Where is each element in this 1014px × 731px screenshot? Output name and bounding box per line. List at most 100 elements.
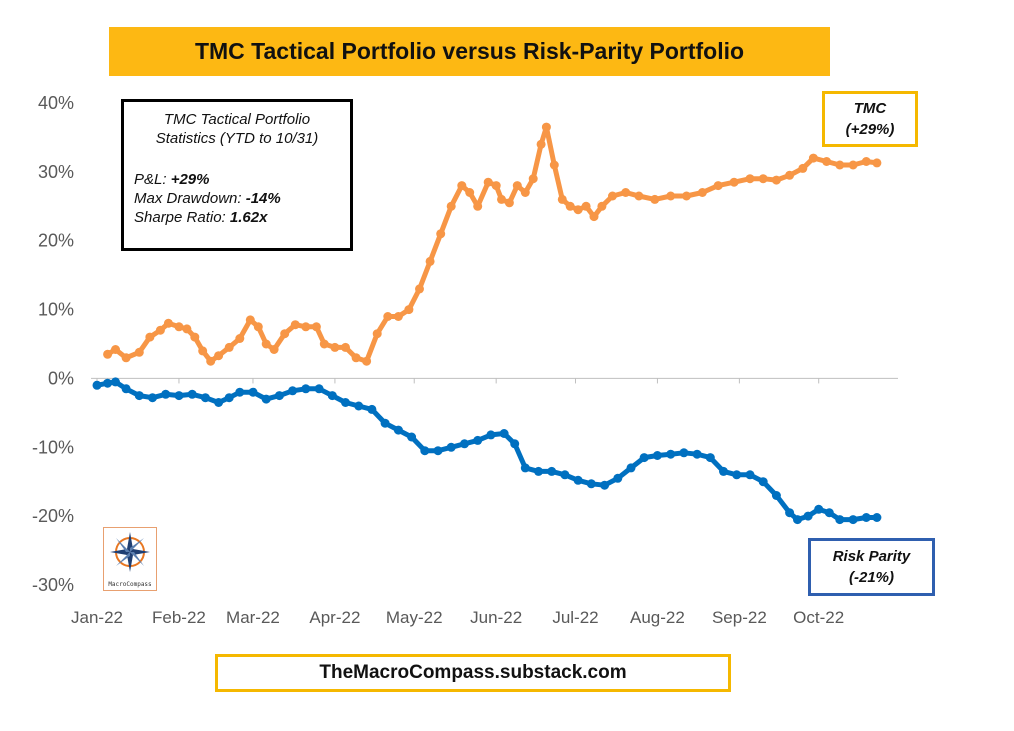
compass-logo-icon <box>110 532 150 572</box>
series-point-risk-parity <box>600 480 610 490</box>
series-point-tmc <box>597 201 607 211</box>
series-point-tmc <box>311 322 321 332</box>
series-point-tmc <box>861 157 871 166</box>
series-point-tmc <box>608 191 617 201</box>
series-point-risk-parity <box>679 448 689 458</box>
series-point-tmc <box>512 181 522 191</box>
series-point-tmc <box>573 205 583 215</box>
stats-heading: TMC Tactical Portfolio Statistics (YTD t… <box>134 110 340 148</box>
stats-sharpe-row: Sharpe Ratio: 1.62x <box>134 208 340 227</box>
series-point-tmc <box>383 312 393 321</box>
series-point-tmc <box>621 188 631 197</box>
series-point-tmc <box>589 212 599 222</box>
series-point-tmc <box>549 160 559 170</box>
series-point-tmc <box>634 191 644 201</box>
series-point-risk-parity <box>861 513 871 522</box>
series-point-tmc <box>504 198 514 208</box>
series-point-tmc <box>666 191 676 201</box>
y-tick-label: -20% <box>32 506 74 526</box>
series-point-tmc <box>565 201 575 211</box>
series-point-risk-parity <box>547 466 557 476</box>
series-point-tmc <box>557 194 567 204</box>
x-tick-label: May-22 <box>386 608 443 627</box>
series-point-risk-parity <box>301 384 311 394</box>
series-point-tmc <box>145 332 155 342</box>
series-point-tmc <box>581 201 591 211</box>
y-tick-label: 30% <box>38 162 74 182</box>
tmc-label-value: (+29%) <box>845 121 895 138</box>
series-point-tmc <box>393 312 403 321</box>
series-point-risk-parity <box>745 470 755 480</box>
series-point-risk-parity <box>446 442 456 452</box>
series-point-risk-parity <box>705 453 715 463</box>
series-point-tmc <box>121 353 131 363</box>
series-point-tmc <box>190 332 200 342</box>
series-point-tmc <box>290 320 300 330</box>
series-point-risk-parity <box>261 394 271 404</box>
series-point-tmc <box>473 201 483 211</box>
x-tick-label: Jun-22 <box>470 608 522 627</box>
series-point-tmc <box>848 160 858 170</box>
series-point-tmc <box>134 347 144 357</box>
x-tick-label: Aug-22 <box>630 608 685 627</box>
series-point-tmc <box>425 256 435 266</box>
series-point-risk-parity <box>274 391 284 401</box>
series-point-tmc <box>822 157 832 166</box>
series-point-tmc <box>758 174 768 184</box>
pnl-label: P&L: <box>134 171 171 188</box>
series-point-tmc <box>491 181 501 191</box>
y-tick-label: 40% <box>38 93 74 113</box>
series-point-risk-parity <box>771 491 781 500</box>
series-point-tmc <box>536 139 546 149</box>
series-point-tmc <box>729 177 739 187</box>
x-tick-label: Apr-22 <box>309 608 360 627</box>
series-point-tmc <box>835 160 845 170</box>
series-point-risk-parity <box>692 449 702 459</box>
series-point-risk-parity <box>534 466 543 476</box>
x-tick-label: Jan-22 <box>71 608 123 627</box>
x-tick-label: Sep-22 <box>712 608 767 627</box>
x-tick-label: Jul-22 <box>552 608 598 627</box>
series-point-tmc <box>785 170 795 180</box>
series-point-tmc <box>206 356 216 366</box>
series-point-tmc <box>497 194 506 204</box>
macrocompass-logo: MacroCompass <box>103 527 157 591</box>
risk-parity-series-label: Risk Parity (-21%) <box>808 538 935 596</box>
series-point-tmc <box>404 305 414 315</box>
series-point-risk-parity <box>573 475 583 485</box>
sharpe-label: Sharpe Ratio: <box>134 209 230 226</box>
x-tick-label: Oct-22 <box>793 608 844 627</box>
series-point-risk-parity <box>148 393 157 403</box>
series-point-risk-parity <box>92 380 102 390</box>
series-point-risk-parity <box>652 451 662 460</box>
series-point-tmc <box>261 339 271 349</box>
series-point-risk-parity <box>380 418 390 428</box>
y-tick-label: -10% <box>32 437 74 457</box>
series-line-risk-parity <box>94 379 880 523</box>
series-point-risk-parity <box>719 466 728 476</box>
series-point-tmc <box>319 339 329 349</box>
series-point-risk-parity <box>407 432 417 442</box>
x-tick-label: Feb-22 <box>152 608 206 627</box>
series-point-tmc <box>798 163 808 173</box>
series-point-risk-parity <box>473 435 483 445</box>
series-point-risk-parity <box>341 398 350 407</box>
series-point-risk-parity <box>666 449 676 459</box>
series-point-tmc <box>520 188 530 197</box>
series-point-risk-parity <box>872 513 882 522</box>
series-point-tmc <box>253 322 263 332</box>
series-point-risk-parity <box>560 470 570 480</box>
series-point-tmc <box>341 342 350 352</box>
drawdown-value: -14% <box>245 190 281 207</box>
series-point-tmc <box>771 175 781 185</box>
rp-label-name: Risk Parity <box>832 548 911 565</box>
series-point-tmc <box>103 349 113 359</box>
series-point-tmc <box>224 342 234 352</box>
series-point-tmc <box>682 191 691 201</box>
stats-box: TMC Tactical Portfolio Statistics (YTD t… <box>121 99 353 251</box>
logo-text: MacroCompass <box>108 581 152 588</box>
series-point-tmc <box>269 345 279 354</box>
series-point-risk-parity <box>235 387 245 397</box>
footer-url: TheMacroCompass.substack.com <box>215 654 731 692</box>
